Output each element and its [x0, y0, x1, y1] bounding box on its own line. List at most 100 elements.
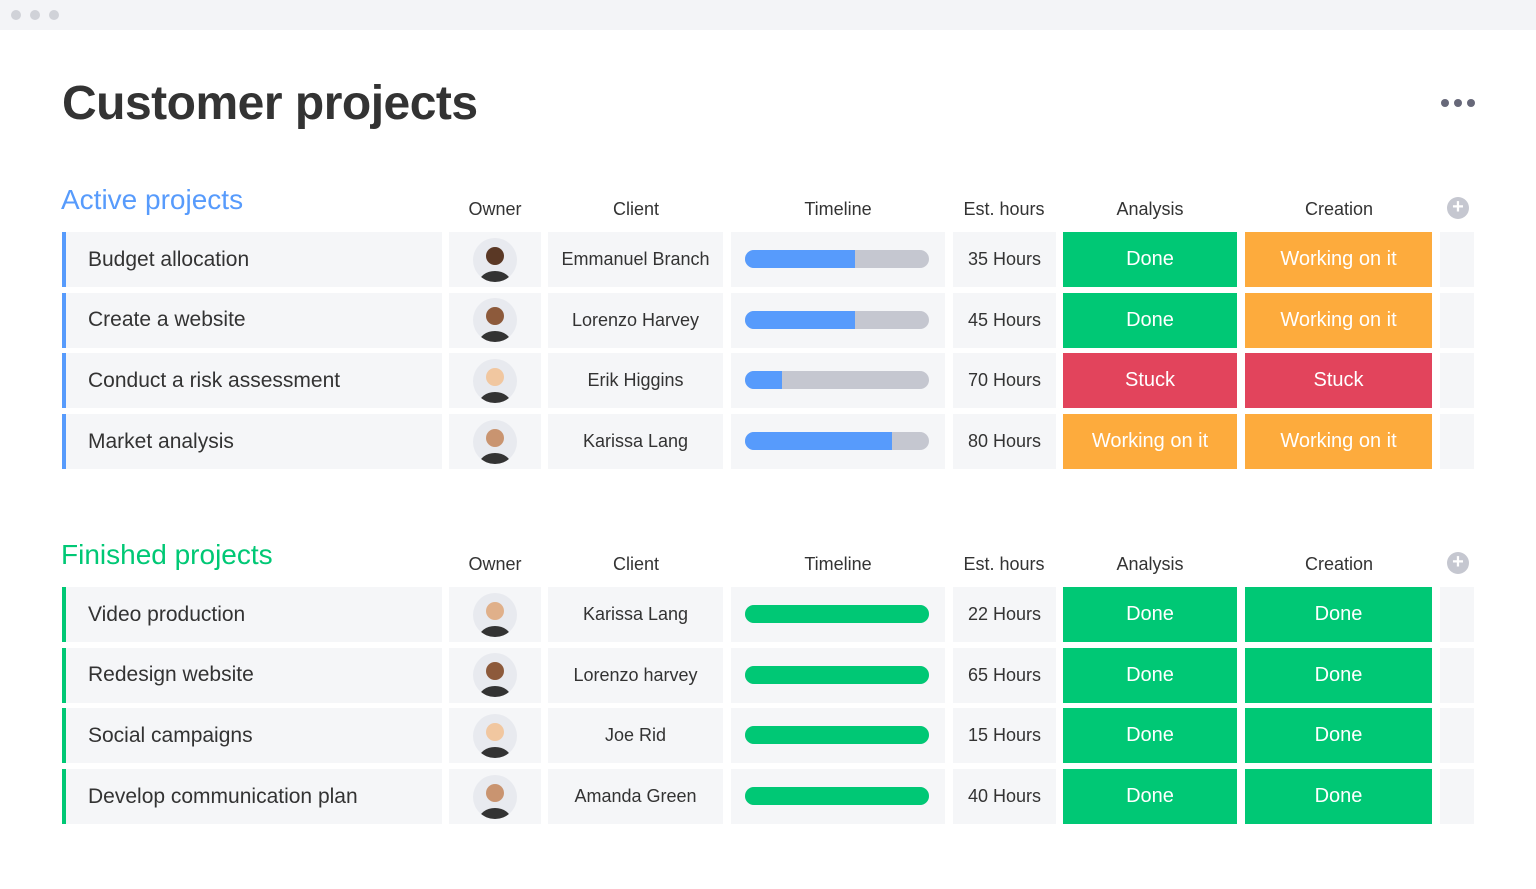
timeline-cell: [731, 292, 945, 348]
analysis-status[interactable]: Stuck: [1063, 353, 1237, 409]
timeline-track: [745, 250, 929, 268]
owner-avatar: [473, 592, 517, 637]
more-menu[interactable]: [1440, 96, 1478, 110]
analysis-status[interactable]: Done: [1063, 232, 1237, 287]
timeline-progress: [745, 371, 782, 390]
timeline-track: [745, 665, 929, 684]
item-name: Market analysis: [62, 414, 442, 470]
group-title: Active projects: [61, 184, 244, 215]
column-header: Owner: [468, 199, 522, 219]
creation-status[interactable]: Stuck: [1245, 353, 1432, 409]
column-header: Client: [612, 199, 660, 219]
window-dot: [30, 10, 40, 20]
timeline-cell: [731, 587, 945, 642]
timeline-track: [745, 310, 929, 329]
timeline-cell: [731, 647, 945, 703]
owner-avatar: [473, 358, 517, 403]
creation-status[interactable]: Working on it: [1245, 232, 1432, 287]
empty-cell: [1440, 769, 1474, 825]
client-cell: Lorenzo Harvey: [548, 292, 723, 348]
hours-cell: 45 Hours: [953, 292, 1056, 348]
creation-status[interactable]: Working on it: [1245, 414, 1432, 470]
owner-cell: [449, 587, 541, 642]
owner-avatar: [473, 713, 517, 758]
add-column[interactable]: +: [1447, 197, 1469, 219]
empty-cell: [1440, 414, 1474, 470]
analysis-status[interactable]: Done: [1063, 647, 1237, 703]
column-header: Timeline: [804, 199, 872, 219]
creation-status[interactable]: Done: [1245, 769, 1432, 825]
timeline-progress: [745, 250, 856, 268]
item-name: Video production: [62, 587, 442, 642]
timeline-track: [745, 787, 929, 806]
item-name: Budget allocation: [62, 232, 442, 287]
board-title: Customer projects: [62, 77, 478, 130]
owner-avatar: [473, 298, 517, 343]
client-cell: Lorenzo harvey: [548, 647, 723, 703]
column-header: Creation: [1304, 199, 1374, 219]
owner-cell: [449, 232, 541, 287]
client-cell: Amanda Green: [548, 769, 723, 825]
hours-cell: 80 Hours: [953, 414, 1056, 470]
owner-cell: [449, 353, 541, 409]
column-header: Creation: [1304, 554, 1374, 574]
empty-cell: [1440, 353, 1474, 409]
analysis-status[interactable]: Done: [1063, 708, 1237, 764]
owner-cell: [449, 647, 541, 703]
creation-status[interactable]: Working on it: [1245, 292, 1432, 348]
item-name: Create a website: [62, 292, 442, 348]
creation-status[interactable]: Done: [1245, 708, 1432, 764]
column-header: Analysis: [1116, 554, 1184, 574]
owner-avatar: [473, 653, 517, 698]
client-cell: Joe Rid: [548, 708, 723, 764]
timeline-cell: [731, 769, 945, 825]
owner-cell: [449, 414, 541, 470]
client-cell: Karissa Lang: [548, 587, 723, 642]
timeline-progress: [745, 665, 929, 684]
column-header: Analysis: [1116, 199, 1184, 219]
analysis-status[interactable]: Done: [1063, 292, 1237, 348]
owner-avatar: [473, 237, 517, 282]
client-cell: Emmanuel Branch: [548, 232, 723, 287]
creation-status[interactable]: Done: [1245, 587, 1432, 642]
analysis-status[interactable]: Done: [1063, 587, 1237, 642]
column-header: Est. hours: [963, 554, 1045, 574]
add-column[interactable]: +: [1447, 552, 1469, 574]
empty-cell: [1440, 587, 1474, 642]
timeline-progress: [745, 605, 929, 623]
timeline-cell: [731, 353, 945, 409]
client-cell: Karissa Lang: [548, 414, 723, 470]
analysis-status[interactable]: Done: [1063, 769, 1237, 825]
hours-cell: 40 Hours: [953, 769, 1056, 825]
hours-cell: 22 Hours: [953, 587, 1056, 642]
timeline-track: [745, 371, 929, 390]
timeline-track: [745, 432, 929, 451]
column-header: Est. hours: [963, 199, 1045, 219]
item-name: Conduct a risk assessment: [62, 353, 442, 409]
hours-cell: 15 Hours: [953, 708, 1056, 764]
owner-cell: [449, 708, 541, 764]
empty-cell: [1440, 232, 1474, 287]
creation-status[interactable]: Done: [1245, 647, 1432, 703]
client-cell: Erik Higgins: [548, 353, 723, 409]
hours-cell: 70 Hours: [953, 353, 1056, 409]
empty-cell: [1440, 647, 1474, 703]
item-name: Social campaigns: [62, 708, 442, 764]
timeline-track: [745, 726, 929, 745]
owner-avatar: [473, 774, 517, 819]
empty-cell: [1440, 292, 1474, 348]
window-dot: [11, 10, 21, 20]
owner-cell: [449, 769, 541, 825]
timeline-progress: [745, 310, 856, 329]
timeline-progress: [745, 726, 929, 745]
timeline-track: [745, 605, 929, 623]
timeline-cell: [731, 232, 945, 287]
hours-cell: 65 Hours: [953, 647, 1056, 703]
timeline-cell: [731, 414, 945, 470]
timeline-progress: [745, 787, 929, 806]
owner-cell: [449, 292, 541, 348]
analysis-status[interactable]: Working on it: [1063, 414, 1237, 470]
item-name: Develop communication plan: [62, 769, 442, 825]
column-header: Client: [612, 554, 660, 574]
